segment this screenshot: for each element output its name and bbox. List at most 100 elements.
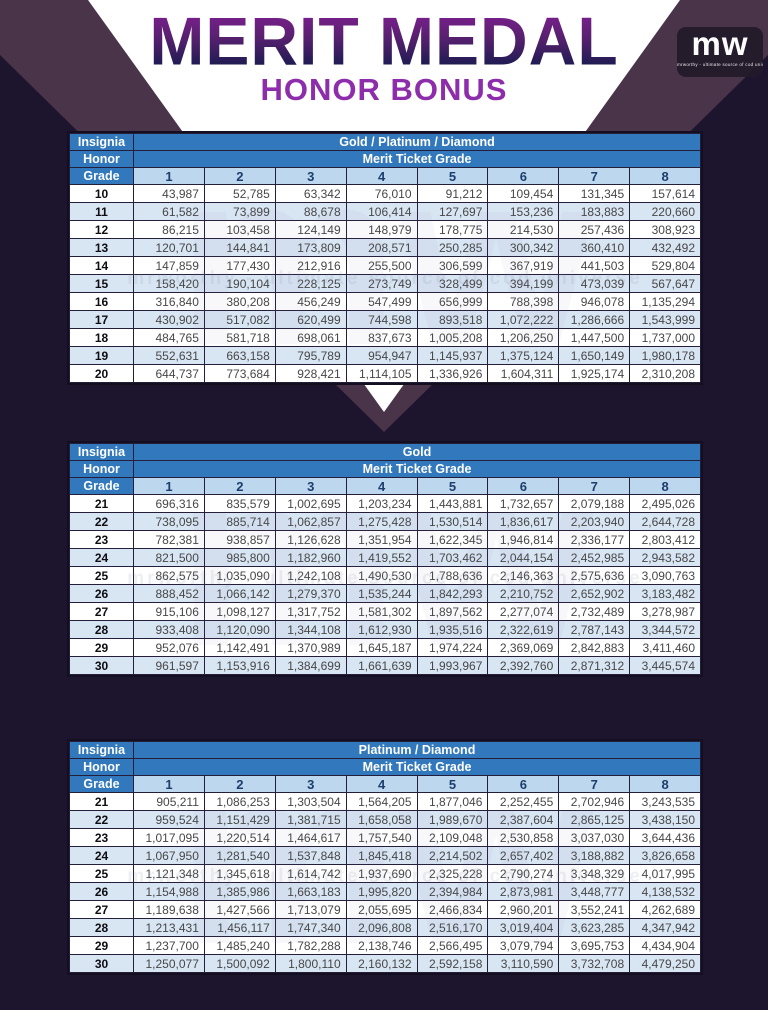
bonus-value-cell: 837,673 [345,328,418,347]
bonus-value-cell: 2,044,154 [487,548,560,567]
bonus-value-cell: 144,841 [203,238,276,257]
bonus-value-cell: 3,438,150 [629,810,701,829]
bonus-value-cell: 430,902 [133,310,205,329]
bonus-value-cell: 835,579 [203,494,276,513]
bonus-value-cell: 1,993,967 [416,656,489,675]
bonus-value-cell: 1,279,370 [274,584,347,603]
bonus-value-cell: 656,999 [416,292,489,311]
bonus-value-cell: 131,345 [558,184,631,203]
bonus-value-cell: 1,121,348 [133,864,205,883]
merit-ticket-grade-label: Merit Ticket Grade [133,150,701,168]
bonus-value-cell: 3,110,590 [487,954,560,973]
bonus-value-cell: 2,387,604 [487,810,560,829]
bonus-value-cell: 933,408 [133,620,205,639]
honor-grade-cell: 21 [69,792,134,811]
honor-label: Honor [69,758,134,776]
merit-ticket-header-row: Honor Merit Ticket Grade [69,758,701,776]
honor-grade-cell: 21 [69,494,134,513]
bonus-value-cell: 773,684 [203,364,276,383]
bonus-value-cell: 456,249 [274,292,347,311]
bonus-value-cell: 905,211 [133,792,205,811]
bonus-value-cell: 2,865,125 [558,810,631,829]
bonus-value-cell: 208,571 [345,238,418,257]
bonus-value-cell: 952,076 [133,638,205,657]
bonus-value-cell: 2,803,412 [629,530,701,549]
bonus-value-cell: 394,199 [487,274,560,293]
table-row: 21 905,211 1,086,253 1,303,504 1,564,205 1,87… [69,792,701,811]
honor-grade-cell: 23 [69,828,134,847]
bonus-value-cell: 2,644,728 [629,512,701,531]
bonus-value-cell: 2,842,883 [558,638,631,657]
bonus-value-cell: 1,645,187 [345,638,418,657]
bonus-value-cell: 2,203,940 [558,512,631,531]
bonus-value-cell: 3,348,329 [558,864,631,883]
bonus-value-cell: 432,492 [629,238,701,257]
ticket-grade-column-header: 3 [274,775,347,793]
table-row: 21 696,316 835,579 1,002,695 1,203,234 1,443,… [69,494,701,513]
bonus-value-cell: 1,622,345 [416,530,489,549]
bonus-value-cell: 2,495,026 [629,494,701,513]
bonus-value-cell: 484,765 [133,328,205,347]
bonus-value-cell: 985,800 [203,548,276,567]
bonus-value-cell: 1,189,638 [133,900,205,919]
table-row: 25 862,575 1,035,090 1,242,108 1,490,530 1,78… [69,566,701,585]
table-row: 23 782,381 938,857 1,126,628 1,351,954 1,622,… [69,530,701,549]
bonus-value-cell: 2,325,228 [416,864,489,883]
bonus-value-cell: 2,322,619 [487,620,560,639]
bonus-value-cell: 3,552,241 [558,900,631,919]
bonus-value-cell: 2,160,132 [345,954,418,973]
bonus-value-cell: 1,153,916 [203,656,276,675]
bonus-value-cell: 3,732,708 [558,954,631,973]
table-row: 20 644,737 773,684 928,421 1,114,105 1,336,92… [69,364,701,383]
ticket-grade-column-header: 4 [345,167,418,185]
bonus-value-cell: 1,877,046 [416,792,489,811]
bonus-value-cell: 1,005,208 [416,328,489,347]
bonus-value-cell: 946,078 [558,292,631,311]
bonus-value-cell: 1,500,092 [203,954,276,973]
bonus-value-cell: 2,369,069 [487,638,560,657]
bonus-table-gold: mw mrworthy - ultimate source of cod uni… [67,434,703,684]
honor-grade-cell: 22 [69,512,134,531]
bonus-value-cell: 1,206,250 [487,328,560,347]
bonus-value-cell: 782,381 [133,530,205,549]
bonus-value-cell: 1,788,636 [416,566,489,585]
bonus-value-cell: 1,604,311 [487,364,560,383]
ticket-grade-column-header: 3 [274,477,347,495]
table-row: 25 1,121,348 1,345,618 1,614,742 1,937,690 2,… [69,864,701,883]
bonus-value-cell: 1,980,178 [629,346,701,365]
bonus-value-cell: 220,660 [629,202,701,221]
bonus-value-cell: 63,342 [274,184,347,203]
table-row: 24 1,067,950 1,281,540 1,537,848 1,845,418 2,… [69,846,701,865]
honor-grade-cell: 28 [69,620,134,639]
bonus-value-cell: 4,262,689 [629,900,701,919]
ticket-grade-column-header: 2 [203,167,276,185]
bonus-value-cell: 4,347,942 [629,918,701,937]
bonus-value-cell: 1,663,183 [274,882,347,901]
bonus-value-cell: 473,039 [558,274,631,293]
ticket-grade-column-header: 5 [416,167,489,185]
honor-grade-cell: 19 [69,346,134,365]
bonus-value-cell: 1,336,926 [416,364,489,383]
honor-grade-cell: 30 [69,954,134,973]
bonus-value-cell: 1,456,117 [203,918,276,937]
table-row: 28 933,408 1,120,090 1,344,108 1,612,930 1,93… [69,620,701,639]
table-row: 13 120,701 144,841 173,809 208,571 250,285 300… [69,238,701,257]
bonus-value-cell: 1,537,848 [274,846,347,865]
bonus-value-cell: 1,614,742 [274,864,347,883]
honor-label: Honor [69,150,134,168]
bonus-value-cell: 552,631 [133,346,205,365]
honor-grade-cell: 24 [69,846,134,865]
bonus-value-cell: 120,701 [133,238,205,257]
table-row: 27 1,189,638 1,427,566 1,713,079 2,055,695 2,… [69,900,701,919]
bonus-value-cell: 1,564,205 [345,792,418,811]
honor-grade-cell: 28 [69,918,134,937]
ticket-grade-column-header: 8 [629,775,701,793]
bonus-value-cell: 2,732,489 [558,602,631,621]
bonus-value-cell: 2,109,048 [416,828,489,847]
bonus-value-cell: 1,419,552 [345,548,418,567]
bonus-value-cell: 2,943,582 [629,548,701,567]
merit-bonus-table: Insignia Gold / Platinum / Diamond Honor Me… [69,133,701,383]
honor-grade-cell: 27 [69,602,134,621]
bonus-value-cell: 1,114,105 [345,364,418,383]
bonus-value-cell: 1,800,110 [274,954,347,973]
